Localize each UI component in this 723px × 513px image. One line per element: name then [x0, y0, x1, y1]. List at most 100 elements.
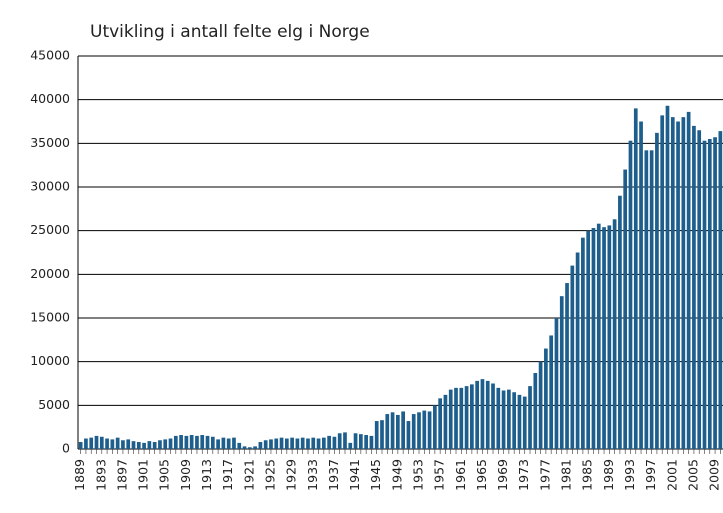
x-tick-label: 1909 [178, 459, 193, 491]
bar [528, 386, 532, 449]
bar [464, 386, 469, 449]
bar [602, 227, 606, 449]
bar [390, 412, 395, 449]
bar [639, 121, 643, 449]
bar [692, 125, 696, 449]
bar [232, 437, 236, 449]
x-tick-label: 1961 [453, 459, 468, 491]
bar [369, 435, 374, 449]
y-tick-label: 40000 [30, 91, 70, 106]
bar [168, 438, 173, 449]
bar [258, 442, 263, 449]
bar [586, 230, 591, 449]
x-tick-label: 2009 [707, 459, 722, 491]
x-tick-label: 1945 [368, 459, 383, 491]
bar [501, 390, 506, 449]
chart-title: Utvikling i antall felte elg i Norge [90, 22, 370, 42]
bar [173, 435, 178, 449]
bar [480, 379, 485, 449]
bar [565, 283, 569, 449]
bar [316, 438, 321, 449]
bar [374, 421, 379, 449]
y-tick-label: 0 [62, 441, 70, 456]
bar [290, 437, 294, 449]
x-tick-label: 1997 [643, 459, 658, 491]
bar [670, 117, 675, 449]
bar [179, 435, 183, 449]
bar [665, 105, 670, 449]
bar [221, 437, 226, 449]
bar [353, 433, 358, 449]
bar [660, 115, 665, 450]
bar [216, 439, 220, 449]
bar [321, 437, 326, 449]
bar [406, 421, 411, 449]
bar [443, 394, 448, 449]
bar [655, 132, 659, 449]
bar [99, 436, 104, 449]
bar [195, 435, 199, 449]
bar [136, 442, 141, 449]
x-tick-label: 1941 [347, 459, 362, 491]
bar [396, 414, 400, 449]
bar [633, 108, 638, 450]
bar [269, 439, 273, 449]
bar [554, 318, 559, 449]
x-tick-label: 1913 [199, 459, 214, 491]
bar [559, 296, 564, 449]
bar [707, 138, 712, 449]
bar [253, 446, 257, 449]
bar [237, 442, 242, 449]
bar [247, 447, 252, 449]
x-tick-label: 1901 [136, 459, 151, 491]
x-tick-label: 1925 [262, 459, 277, 491]
y-tick-label: 10000 [30, 353, 70, 368]
bar [364, 435, 368, 449]
bar [131, 441, 136, 449]
x-tick-label: 1965 [474, 459, 489, 491]
x-tick-label: 1981 [559, 459, 574, 491]
bar [189, 435, 194, 449]
y-tick-label: 45000 [30, 48, 70, 63]
bar [78, 442, 83, 449]
bar [110, 439, 115, 449]
bar [459, 387, 464, 449]
bar [485, 380, 490, 449]
x-tick-label: 1989 [601, 459, 616, 491]
bar [581, 237, 585, 449]
x-tick-label: 1969 [495, 459, 510, 491]
bar [575, 252, 580, 449]
bar [549, 335, 554, 449]
x-tick-label: 1933 [305, 459, 320, 491]
bar [327, 435, 331, 449]
bar [433, 405, 437, 449]
x-tick-label: 1929 [284, 459, 299, 491]
x-tick-label: 1977 [537, 459, 552, 491]
bar [343, 432, 347, 449]
bar [427, 411, 432, 449]
y-tick-label: 20000 [30, 266, 70, 281]
y-tick-label: 30000 [30, 179, 70, 194]
y-tick-label: 25000 [30, 222, 70, 237]
bar [337, 433, 342, 449]
x-tick-label: 1973 [516, 459, 531, 491]
x-tick-label: 1993 [622, 459, 637, 491]
x-tick-label: 1897 [114, 459, 129, 491]
bar [380, 420, 384, 449]
bar [242, 446, 247, 449]
bar [448, 389, 453, 449]
bar [142, 442, 146, 449]
bar [438, 398, 443, 449]
x-tick-label: 2005 [685, 459, 700, 491]
bar [628, 140, 633, 450]
bar [512, 392, 517, 449]
bar [417, 412, 421, 449]
bar [570, 265, 575, 449]
x-tick-label: 2001 [664, 459, 679, 491]
bar [591, 228, 596, 449]
bar [152, 442, 157, 449]
bar [94, 435, 99, 449]
bar [263, 440, 268, 449]
bar [121, 440, 125, 449]
